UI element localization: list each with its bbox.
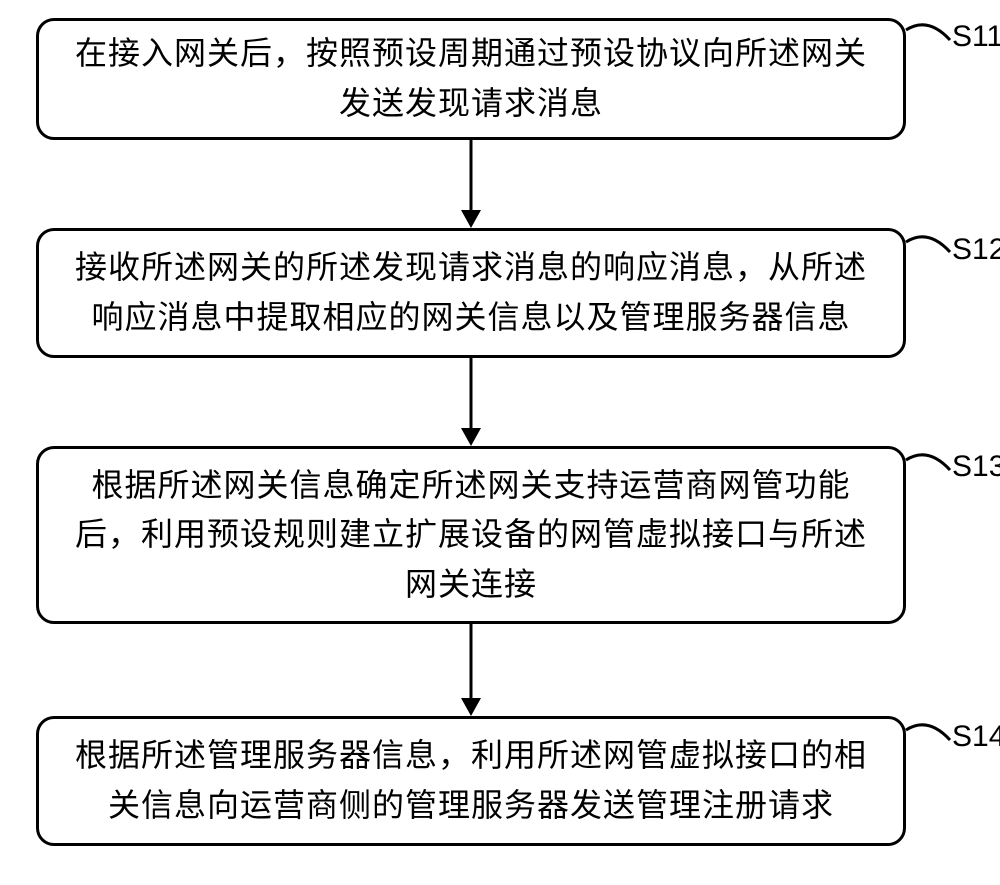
step-label-s13: S13 <box>952 450 1000 484</box>
flowchart-canvas: 在接入网关后，按照预设周期通过预设协议向所述网关发送发现请求消息 S11 接收所… <box>0 0 1000 885</box>
step-text: 在接入网关后，按照预设周期通过预设协议向所述网关发送发现请求消息 <box>69 29 873 128</box>
step-box-s14: 根据所述管理服务器信息，利用所述网管虚拟接口的相关信息向运营商侧的管理服务器发送… <box>36 716 906 846</box>
step-text: 根据所述网关信息确定所述网关支持运营商网管功能后，利用预设规则建立扩展设备的网管… <box>69 461 873 610</box>
step-label-s12: S12 <box>952 233 1000 267</box>
step-text: 根据所述管理服务器信息，利用所述网管虚拟接口的相关信息向运营商侧的管理服务器发送… <box>69 731 873 830</box>
step-label-s11: S11 <box>952 20 1000 54</box>
arrow-line <box>470 358 473 428</box>
step-box-s13: 根据所述网关信息确定所述网关支持运营商网管功能后，利用预设规则建立扩展设备的网管… <box>36 446 906 624</box>
arrow-head-icon <box>461 210 481 228</box>
arrow-line <box>470 140 473 210</box>
step-label-s14: S14 <box>952 720 1000 754</box>
arrow-head-icon <box>461 428 481 446</box>
step-box-s11: 在接入网关后，按照预设周期通过预设协议向所述网关发送发现请求消息 <box>36 18 906 140</box>
arrow-line <box>470 624 473 698</box>
arrow-head-icon <box>461 698 481 716</box>
step-box-s12: 接收所述网关的所述发现请求消息的响应消息，从所述响应消息中提取相应的网关信息以及… <box>36 228 906 358</box>
step-text: 接收所述网关的所述发现请求消息的响应消息，从所述响应消息中提取相应的网关信息以及… <box>69 243 873 342</box>
